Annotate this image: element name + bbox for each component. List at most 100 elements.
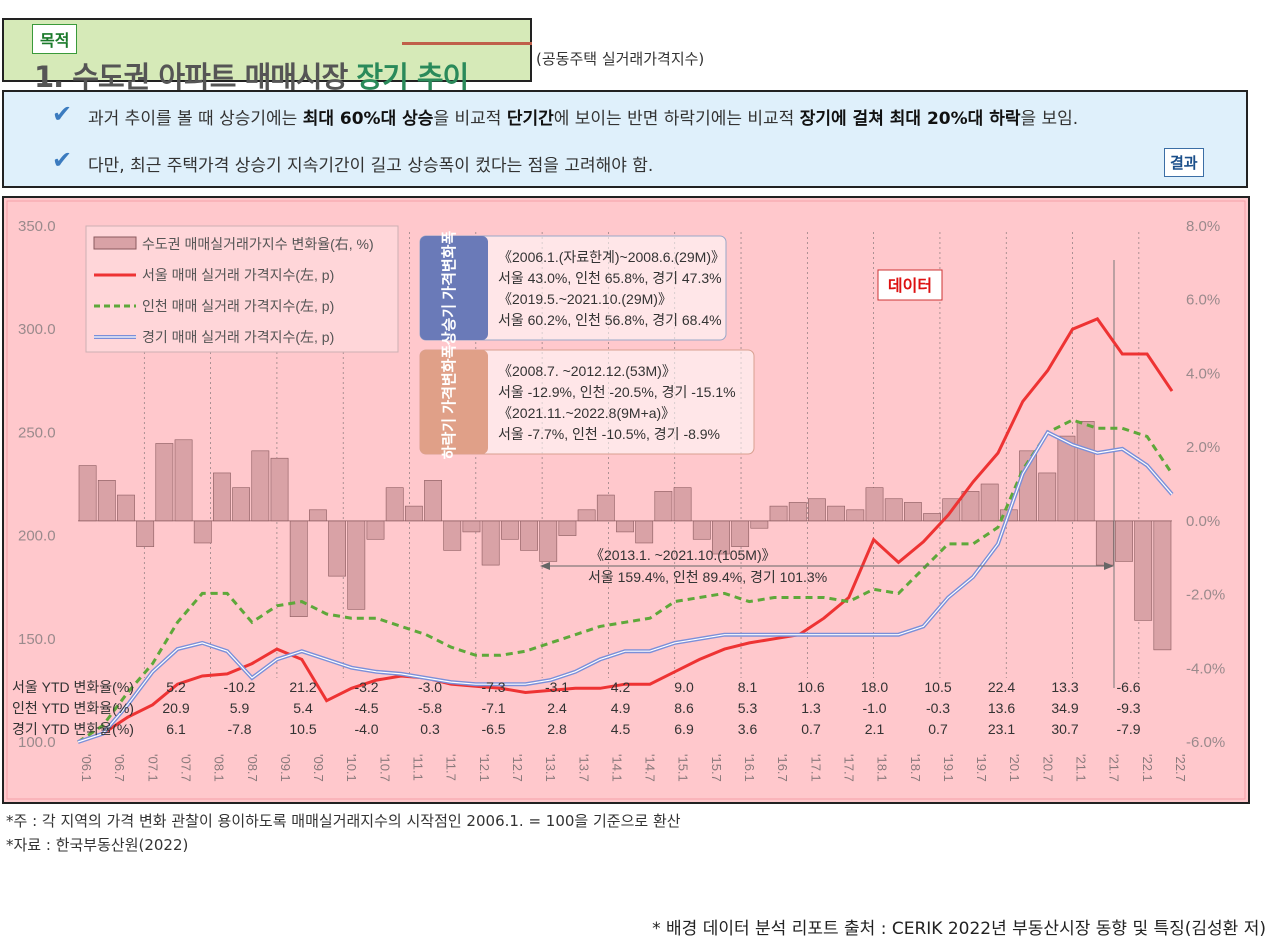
bar-change-rate bbox=[980, 483, 999, 522]
bar-change-rate bbox=[865, 487, 884, 522]
period-arrow-right-head bbox=[1104, 562, 1114, 570]
ytd-value: 4.9 bbox=[611, 700, 631, 716]
period-title: 《2013.1. ~2021.10.(105M)》 bbox=[590, 547, 776, 563]
note-source: *자료 : 한국부동산원(2022) bbox=[6, 836, 189, 854]
fall-line: 서울 -12.9%, 인천 -20.5%, 경기 -15.1% bbox=[498, 384, 736, 400]
bar-change-rate bbox=[424, 480, 442, 522]
ytd-value: 22.4 bbox=[988, 679, 1015, 695]
bar-change-rate bbox=[404, 505, 423, 522]
ytd-value: 5.4 bbox=[293, 700, 313, 716]
left-axis-tick-label: 250.0 bbox=[18, 424, 56, 441]
rise-title-bg bbox=[420, 236, 488, 340]
ytd-value: 9.0 bbox=[674, 679, 694, 695]
summary-segment: 을 보임. bbox=[1020, 109, 1079, 129]
ytd-value: 0.7 bbox=[801, 721, 821, 737]
x-tick-label: '11.7 bbox=[444, 754, 459, 781]
x-tick-label: '09.1 bbox=[278, 754, 293, 782]
legend-label: 경기 매매 실거래 가격지수(左, p) bbox=[142, 329, 334, 345]
bar-change-rate bbox=[654, 491, 673, 522]
ytd-value: -6.6 bbox=[1116, 679, 1140, 695]
x-tick-label: '22.7 bbox=[1173, 754, 1188, 782]
ytd-row-label: 인천 YTD 변화율(%) bbox=[12, 700, 134, 716]
bar-change-rate bbox=[1095, 520, 1114, 566]
bar-change-rate bbox=[692, 520, 711, 540]
x-tick-label: '17.7 bbox=[841, 754, 856, 782]
ytd-value: 2.8 bbox=[547, 721, 567, 737]
bar-change-rate bbox=[635, 520, 654, 544]
ytd-value: 18.0 bbox=[861, 679, 888, 695]
ytd-value: -5.8 bbox=[418, 700, 442, 716]
bar-change-rate bbox=[136, 520, 155, 547]
ytd-value: 4.2 bbox=[611, 679, 631, 695]
fall-title: 하락기 가격변화폭 bbox=[440, 345, 458, 460]
ytd-value: 34.9 bbox=[1051, 700, 1078, 716]
x-tick-label: '18.7 bbox=[908, 754, 923, 782]
summary-box: ✔ 과거 추이를 볼 때 상승기에는 최대 60%대 상승을 비교적 단기간에 … bbox=[2, 90, 1248, 188]
bar-change-rate bbox=[808, 498, 826, 522]
bar-change-rate bbox=[328, 520, 347, 577]
ytd-value: 3.6 bbox=[738, 721, 758, 737]
right-axis-tick-label: -2.0% bbox=[1186, 587, 1225, 604]
bar-change-rate bbox=[481, 520, 500, 566]
summary-segment: 에 보이는 반면 하락기에는 비교적 bbox=[553, 109, 800, 129]
bar-change-rate bbox=[443, 520, 462, 551]
x-tick-label: '21.1 bbox=[1074, 754, 1089, 782]
x-tick-label: '20.1 bbox=[1007, 754, 1022, 782]
x-tick-label: '13.7 bbox=[576, 754, 591, 782]
bar-change-rate bbox=[750, 520, 769, 529]
x-tick-label: '08.1 bbox=[212, 754, 227, 782]
bar-change-rate bbox=[366, 520, 385, 540]
summary-line-2: 다만, 최근 주택가격 상승기 지속기간이 길고 상승폭이 컸다는 점을 고려해… bbox=[88, 156, 654, 176]
ytd-value: 30.7 bbox=[1051, 721, 1078, 737]
bar-change-rate bbox=[78, 465, 97, 522]
legend-swatch-bar bbox=[93, 236, 137, 250]
ytd-row-label: 경기 YTD 변화율(%) bbox=[12, 721, 134, 737]
ytd-value: 13.3 bbox=[1051, 679, 1078, 695]
left-axis-tick-label: 300.0 bbox=[18, 321, 56, 338]
ytd-value: -4.5 bbox=[354, 700, 378, 716]
bar-change-rate bbox=[462, 520, 481, 533]
bar-change-rate bbox=[731, 520, 750, 547]
x-tick-label: '06.1 bbox=[79, 754, 94, 782]
x-tick-label: '19.7 bbox=[974, 754, 989, 782]
x-tick-label: '15.7 bbox=[709, 754, 724, 782]
left-axis-tick-label: 150.0 bbox=[18, 631, 56, 648]
legend-label: 수도권 매매실거래가지수 변화율(右, %) bbox=[142, 236, 374, 252]
bar-change-rate bbox=[673, 487, 692, 522]
data-tag-box bbox=[877, 269, 943, 301]
check-icon: ✔ bbox=[52, 100, 73, 128]
summary-segment: 장기에 걸쳐 최대 20%대 하락 bbox=[799, 109, 1021, 129]
ytd-value: 1.3 bbox=[801, 700, 821, 716]
bar-change-rate bbox=[309, 509, 327, 522]
bar-change-rate bbox=[193, 520, 212, 544]
x-tick-label: '07.7 bbox=[178, 754, 193, 782]
x-tick-label: '07.1 bbox=[145, 754, 160, 782]
ytd-value: -4.0 bbox=[354, 721, 378, 737]
x-tick-label: '16.1 bbox=[742, 754, 757, 782]
bar-change-rate bbox=[1153, 520, 1172, 651]
left-axis-tick-label: 350.0 bbox=[18, 218, 56, 235]
right-axis-tick-label: 2.0% bbox=[1186, 439, 1220, 456]
ytd-value: 13.6 bbox=[988, 700, 1015, 716]
fall-line: 서울 -7.7%, 인천 -10.5%, 경기 -8.9% bbox=[498, 426, 720, 442]
ytd-value: -3.1 bbox=[545, 679, 569, 695]
bar-change-rate bbox=[616, 520, 634, 533]
bar-change-rate bbox=[1134, 520, 1153, 621]
ytd-value: -10.2 bbox=[224, 679, 256, 695]
result-tag: 결과 bbox=[1164, 148, 1204, 177]
title-main: 1. 수도권 아파트 매매시장 bbox=[34, 60, 357, 94]
fall-line: 《2008.7. ~2012.12.(53M)》 bbox=[498, 363, 676, 379]
legend-box bbox=[85, 225, 399, 353]
rise-line: 서울 60.2%, 인천 56.8%, 경기 68.4% bbox=[498, 312, 722, 328]
ytd-value: -6.5 bbox=[481, 721, 505, 737]
bar-change-rate bbox=[385, 487, 404, 522]
x-tick-label: '08.7 bbox=[245, 754, 260, 782]
bar-change-rate bbox=[213, 472, 231, 522]
ytd-value: 0.3 bbox=[420, 721, 440, 737]
ytd-value: -3.2 bbox=[354, 679, 378, 695]
x-tick-label: '14.1 bbox=[609, 754, 624, 782]
bar-change-rate bbox=[827, 505, 846, 522]
ytd-value: 5.2 bbox=[166, 679, 186, 695]
bar-change-rate bbox=[270, 457, 289, 522]
check-icon: ✔ bbox=[52, 146, 73, 174]
